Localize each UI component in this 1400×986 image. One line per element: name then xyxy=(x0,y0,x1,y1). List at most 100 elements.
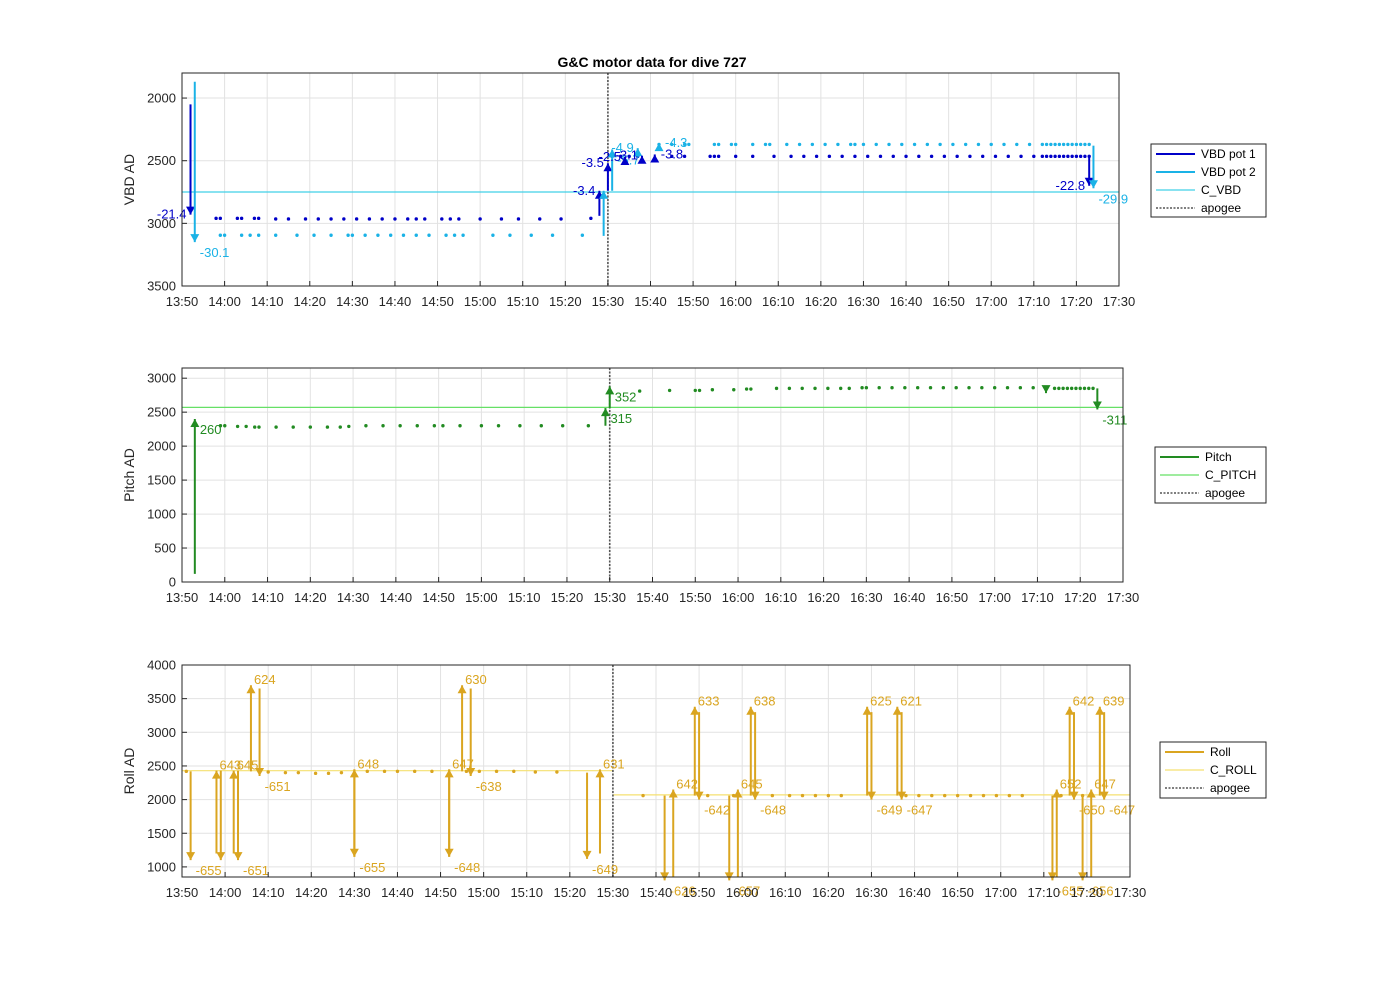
pitch-data-point xyxy=(496,424,501,428)
roll-xtick-label: 16:40 xyxy=(898,885,931,900)
vbd-data-point xyxy=(239,233,244,237)
vbd-data-point xyxy=(848,142,853,147)
pitch-ytick-label: 1000 xyxy=(147,507,176,522)
pitch-xtick-label: 16:30 xyxy=(850,590,883,605)
vbd-data-point xyxy=(312,233,316,237)
vbd-data-point xyxy=(810,142,815,147)
roll-xtick-label: 16:00 xyxy=(726,885,759,900)
vbd-data-point xyxy=(478,217,482,221)
vbd-xtick-label: 15:00 xyxy=(464,294,497,309)
pitch-xtick-label: 14:20 xyxy=(294,590,327,605)
pitch-data-point xyxy=(890,386,894,390)
vbd-data-point xyxy=(457,217,461,221)
vbd-data-point xyxy=(376,233,380,237)
roll-arrow-label: 630 xyxy=(465,672,487,687)
pitch-arrow-head xyxy=(600,408,610,417)
vbd-data-point xyxy=(589,216,593,221)
vbd-legend-label: C_VBD xyxy=(1201,183,1241,197)
vbd-data-point xyxy=(1070,154,1074,159)
vbd-data-point xyxy=(1044,154,1049,159)
vbd-data-point xyxy=(214,216,218,221)
vbd-data-point xyxy=(363,233,367,237)
roll-arrow-label: -651 xyxy=(243,863,269,878)
vbd-data-point xyxy=(342,217,346,221)
roll-arrow-label: -647 xyxy=(907,803,933,818)
vbd-data-point xyxy=(367,217,372,221)
vbd-data-point xyxy=(1044,142,1049,147)
roll-arrow-label: 625 xyxy=(870,694,892,709)
vbd-data-point xyxy=(346,233,350,237)
pitch-data-point xyxy=(381,424,385,428)
vbd-data-point xyxy=(751,154,755,159)
roll-data-point xyxy=(787,793,792,798)
pitch-xtick-label: 16:10 xyxy=(765,590,798,605)
pitch-data-point xyxy=(218,424,223,428)
roll-xtick-label: 15:20 xyxy=(554,885,587,900)
roll-arrow-label: -655 xyxy=(359,860,385,875)
pitch-data-point xyxy=(749,387,753,391)
vbd-data-point xyxy=(716,154,721,159)
vbd-data-point xyxy=(440,217,444,221)
vbd-data-point xyxy=(981,154,985,159)
roll-xtick-label: 14:50 xyxy=(424,885,457,900)
roll-data-point xyxy=(706,793,710,798)
vbd-data-point xyxy=(968,154,972,159)
pitch-data-point xyxy=(244,424,248,429)
vbd-arrow-label: -4.3 xyxy=(665,135,687,150)
roll-data-point xyxy=(813,793,818,798)
roll-ytick-label: 2000 xyxy=(147,792,176,807)
vbd-data-point xyxy=(878,154,883,159)
pitch-data-point xyxy=(1069,386,1074,391)
pitch-arrow-head xyxy=(605,386,615,395)
roll-arrow-label: -656 xyxy=(1088,883,1114,898)
vbd-data-point xyxy=(406,217,410,221)
vbd-data-point xyxy=(1078,154,1083,159)
pitch-arrow-head xyxy=(1092,401,1102,410)
pitch-data-point xyxy=(864,386,869,390)
roll-arrow-label: -655 xyxy=(1057,883,1083,898)
vbd-xtick-label: 17:30 xyxy=(1103,294,1136,309)
vbd-xtick-label: 14:20 xyxy=(293,294,326,309)
roll-xtick-label: 15:40 xyxy=(640,885,673,900)
pitch-xtick-label: 17:30 xyxy=(1107,590,1140,605)
roll-arrow-head xyxy=(1099,791,1109,800)
vbd-xtick-label: 15:30 xyxy=(592,294,625,309)
pitch-data-point xyxy=(967,386,971,390)
vbd-data-point xyxy=(768,142,772,147)
vbd-arrow-head xyxy=(186,206,196,215)
vbd-ylabel: VBD AD xyxy=(121,154,137,205)
vbd-arrow-head xyxy=(654,143,664,152)
roll-data-point xyxy=(430,769,434,774)
roll-xtick-label: 14:30 xyxy=(338,885,371,900)
vbd-data-point xyxy=(1083,142,1087,147)
pitch-data-point xyxy=(1065,386,1070,391)
vbd-arrow-label: -30.1 xyxy=(200,245,230,260)
roll-arrow-label: -651 xyxy=(265,779,291,794)
vbd-arrow-head xyxy=(190,234,200,243)
roll-arrow-head xyxy=(582,850,592,859)
vbd-data-point xyxy=(1053,154,1057,159)
vbd-data-point xyxy=(329,217,333,221)
pitch-data-point xyxy=(1031,386,1035,390)
roll-data-point xyxy=(326,771,331,776)
pitch-data-point xyxy=(980,386,984,390)
vbd-data-point xyxy=(423,217,427,221)
vbd-data-point xyxy=(823,142,827,147)
vbd-data-point xyxy=(900,142,904,147)
roll-arrow-label: 633 xyxy=(698,694,720,709)
pitch-data-point xyxy=(667,388,672,393)
roll-data-point xyxy=(994,793,999,798)
vbd-data-point xyxy=(708,154,712,159)
roll-arrow-head xyxy=(246,685,256,694)
vbd-arrow-label: -3.4 xyxy=(573,183,595,198)
roll-data-point xyxy=(981,793,986,798)
vbd-arrow-label: -22.8 xyxy=(1056,178,1086,193)
pitch-data-point xyxy=(560,424,565,428)
roll-arrow-head xyxy=(694,791,704,800)
vbd-xtick-label: 15:20 xyxy=(549,294,582,309)
panel-roll: -655643645-651624-651648-655647-648630-6… xyxy=(121,658,1267,900)
roll-ytick-label: 3000 xyxy=(147,725,176,740)
vbd-data-point xyxy=(951,142,955,147)
roll-data-point xyxy=(943,793,947,798)
roll-data-point xyxy=(412,769,417,774)
